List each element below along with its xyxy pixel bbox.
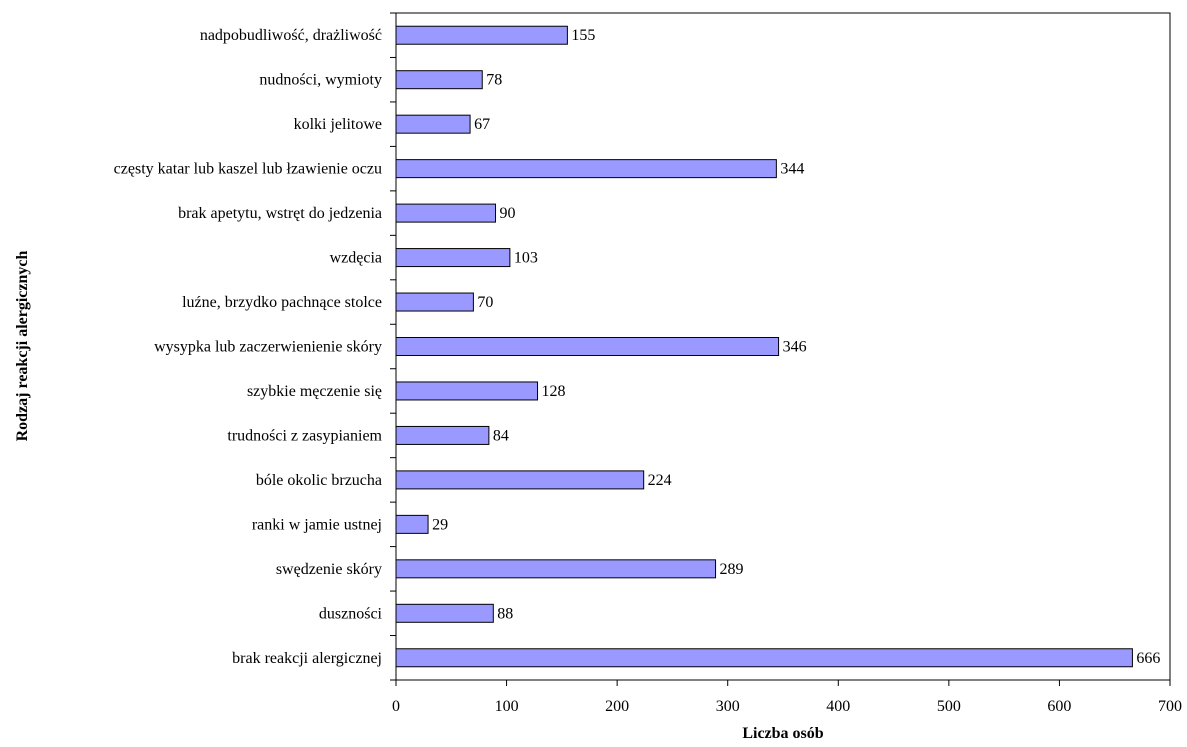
bar (395, 70, 483, 90)
value-labels: 155 78 67 344 90 103 70 346 128 84 224 29 289 88 666 (432, 27, 1160, 667)
category-labels: nadpobudliwość, drażliwość nudności, wymi… (114, 27, 383, 667)
category-label: nudności, wymioty (259, 72, 382, 89)
value-label: 666 (1136, 650, 1160, 667)
bar (395, 648, 1133, 668)
category-label: ranki w jamie ustnej (252, 516, 382, 533)
value-label: 155 (571, 27, 595, 44)
x-tick-label: 300 (716, 698, 740, 715)
category-label: brak reakcji alergicznej (232, 650, 382, 667)
x-axis-title: Liczba osób (742, 725, 823, 742)
value-label: 90 (500, 205, 516, 222)
category-label: bóle okolic brzucha (256, 472, 382, 489)
bar (395, 159, 777, 179)
bar (395, 425, 490, 445)
category-label: szybkie męczenie się (247, 383, 382, 400)
value-label: 346 (783, 339, 807, 356)
bar (395, 25, 568, 45)
x-tick-label: 500 (937, 698, 961, 715)
bar (395, 292, 474, 312)
category-label: trudności z zasypianiem (227, 427, 382, 444)
bar (395, 603, 494, 623)
value-label: 344 (780, 161, 804, 178)
category-label: wzdęcia (330, 250, 382, 267)
value-label: 84 (493, 427, 509, 444)
category-label: duszności (319, 605, 383, 622)
x-tick-label: 0 (392, 698, 400, 715)
value-label: 29 (432, 516, 448, 533)
x-tick-label: 200 (605, 698, 629, 715)
category-label: brak apetytu, wstręt do jedzenia (178, 205, 382, 222)
x-tick-label: 400 (826, 698, 850, 715)
category-label: częsty katar lub kaszel lub łzawienie oc… (114, 161, 382, 178)
value-label: 289 (720, 561, 744, 578)
value-label: 103 (514, 250, 538, 267)
bar (395, 248, 511, 268)
value-label: 78 (486, 72, 502, 89)
y-axis-title: Rodzaj reakcji alergicznych (14, 251, 31, 442)
category-label: luźne, brzydko pachnące stolce (182, 294, 382, 311)
value-label: 224 (648, 472, 672, 489)
category-label: nadpobudliwość, drażliwość (200, 27, 382, 44)
bar (395, 381, 539, 401)
bar (395, 470, 645, 490)
category-label: swędzenie skóry (276, 561, 382, 578)
category-label: kolki jelitowe (294, 116, 382, 133)
value-label: 128 (542, 383, 566, 400)
category-label: wysypka lub zaczerwienienie skóry (154, 339, 382, 356)
x-axis-ticks: 0 100 200 300 400 500 600 700 (392, 680, 1182, 715)
x-tick-label: 700 (1158, 698, 1182, 715)
value-label: 67 (474, 116, 490, 133)
bar (395, 203, 497, 223)
bars (395, 25, 1133, 668)
x-tick-label: 100 (495, 698, 519, 715)
bar (395, 337, 780, 356)
value-label: 70 (477, 294, 493, 311)
x-tick-label: 600 (1047, 698, 1071, 715)
value-label: 88 (497, 605, 513, 622)
bar (395, 559, 717, 579)
bar (395, 514, 429, 534)
bar (395, 114, 471, 134)
y-axis-ticks (390, 12, 396, 681)
